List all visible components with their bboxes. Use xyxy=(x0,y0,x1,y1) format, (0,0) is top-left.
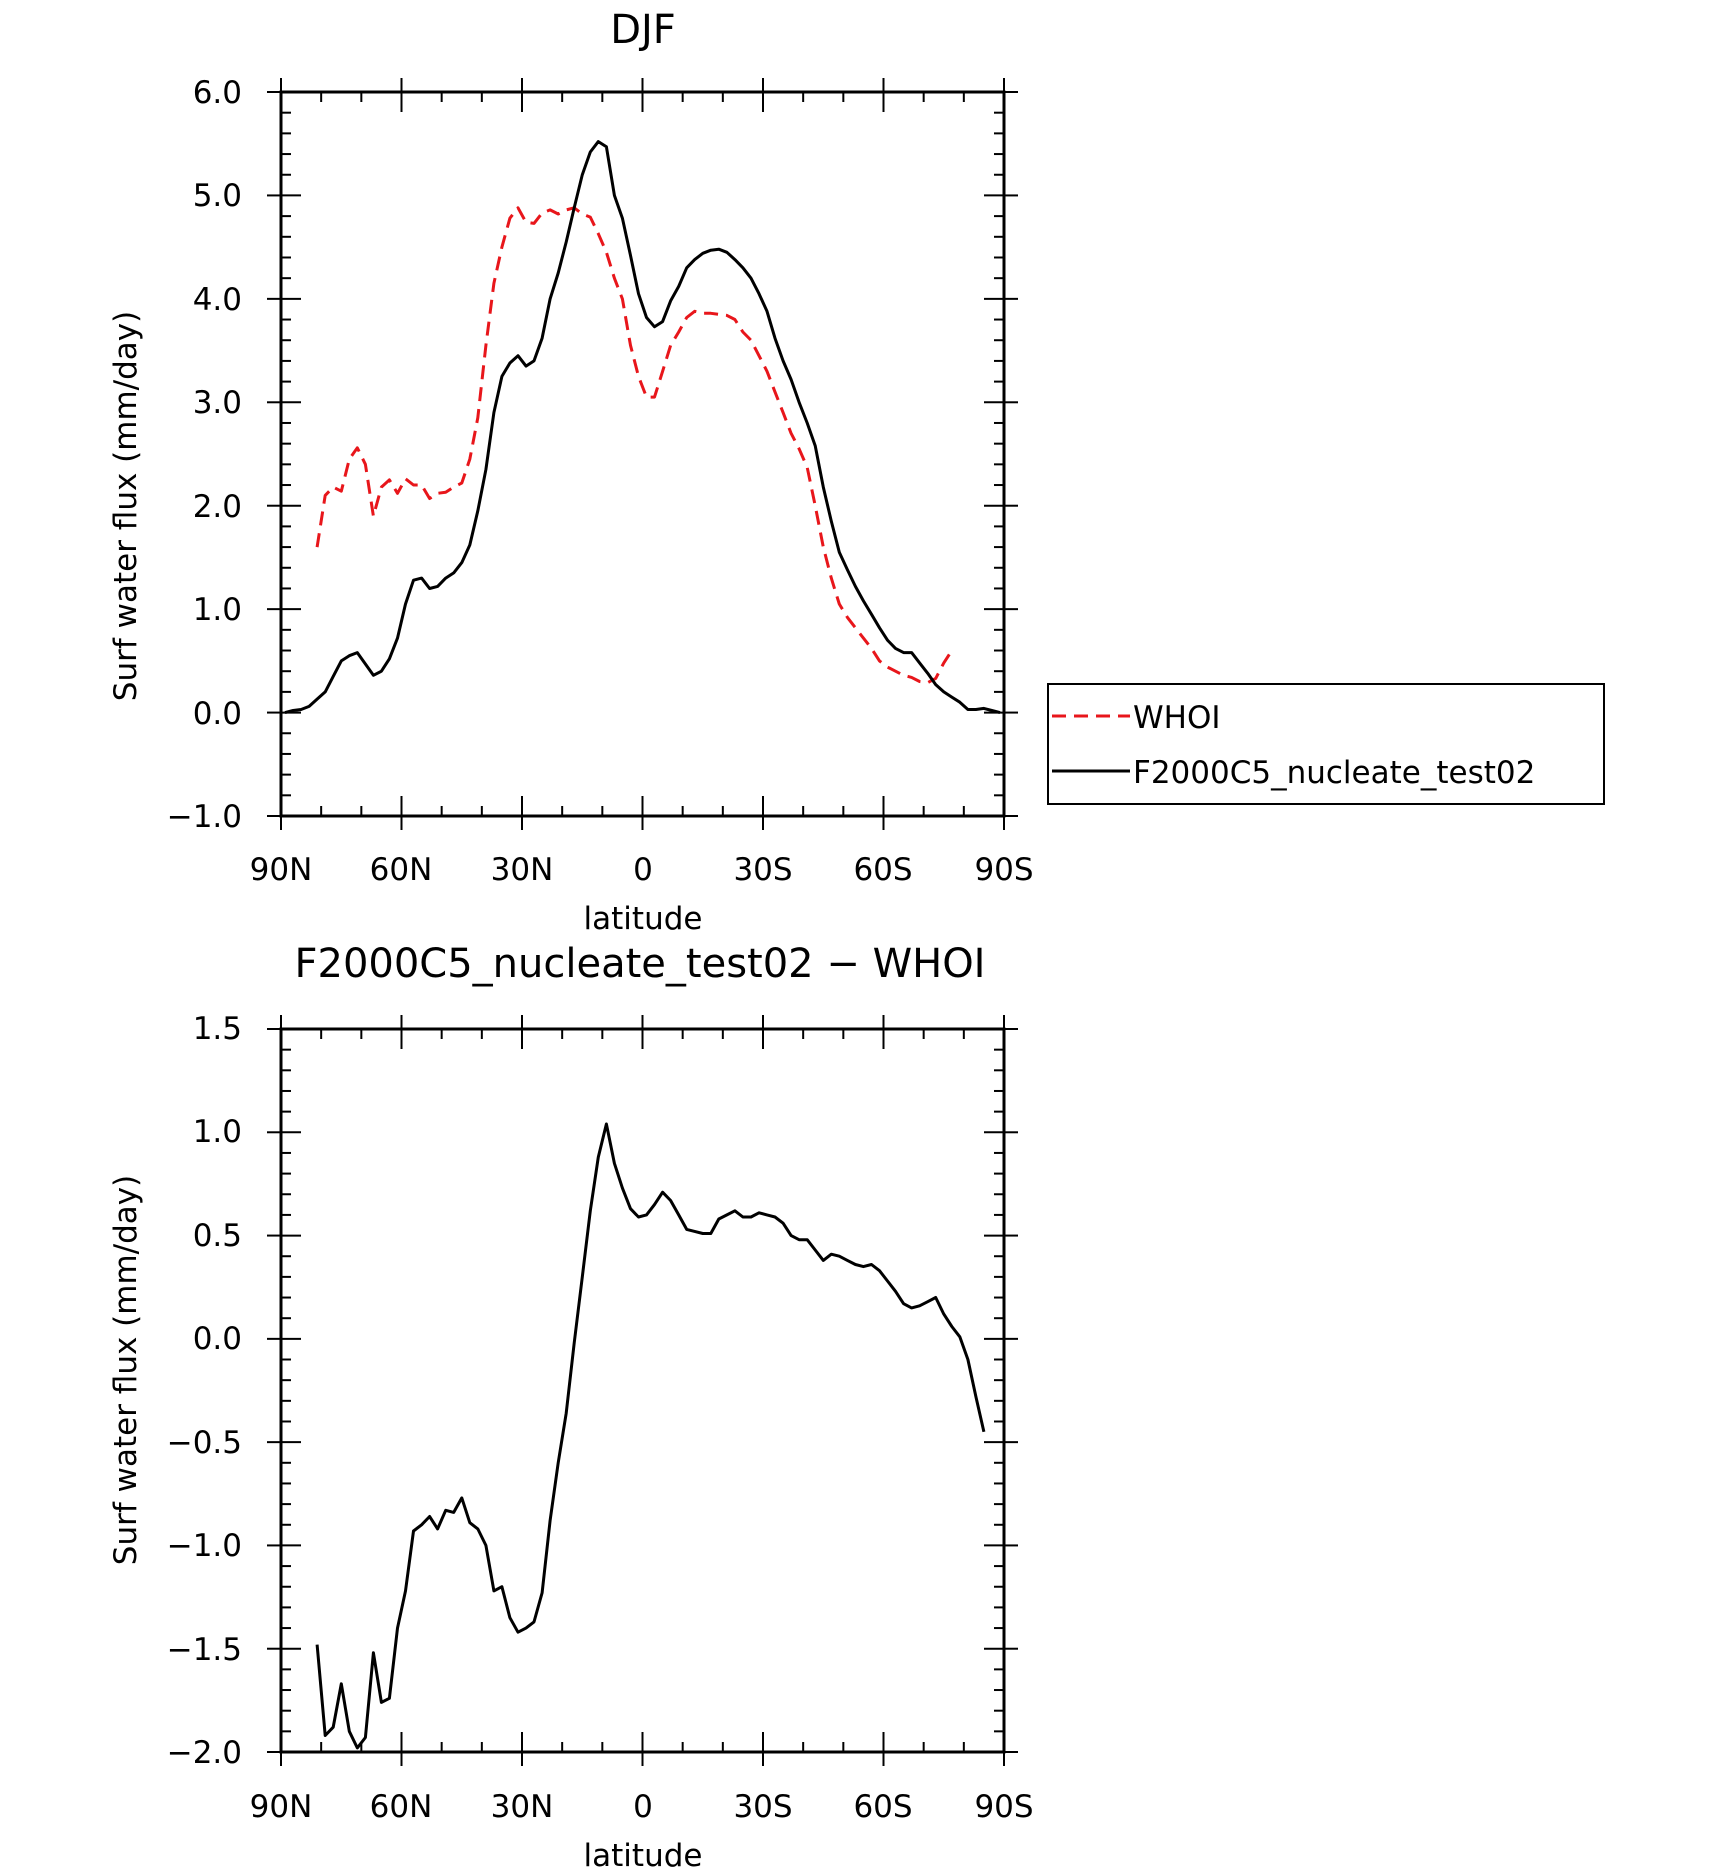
bottom-panel-y-tick-labels: −2.0 −1.5 −1.0 −0.5 0.0 0.5 1.0 1.5 xyxy=(167,1011,242,1771)
top-x-tick-label: 0 xyxy=(633,852,653,888)
bottom-y-tick-label: 0.5 xyxy=(193,1218,242,1254)
bottom-y-tick-label: 1.5 xyxy=(193,1011,242,1047)
bottom-x-tick-label: 0 xyxy=(633,1789,653,1825)
bottom-x-tick-label: 30S xyxy=(733,1789,792,1825)
top-panel: DJF 90N 60N 30N 0 30S 60S 90S −1.0 0.0 1… xyxy=(108,7,1034,937)
top-y-tick-label: 5.0 xyxy=(193,178,242,214)
bottom-x-tick-label: 60S xyxy=(853,1789,912,1825)
series-line-difference xyxy=(315,1122,986,1750)
top-panel-y-tick-labels: −1.0 0.0 1.0 2.0 3.0 4.0 5.0 6.0 xyxy=(167,75,242,835)
bottom-x-tick-label: 90N xyxy=(250,1789,313,1825)
top-panel-x-tick-labels: 90N 60N 30N 0 30S 60S 90S xyxy=(250,852,1034,888)
top-y-axis-label: Surf water flux (mm/day) xyxy=(108,311,144,701)
bottom-y-tick-label: −1.5 xyxy=(167,1632,242,1668)
bottom-y-axis-label: Surf water flux (mm/day) xyxy=(108,1175,144,1565)
bottom-x-tick-label: 30N xyxy=(491,1789,554,1825)
legend-box xyxy=(1047,683,1605,805)
top-y-tick-label: 6.0 xyxy=(193,75,242,111)
top-x-tick-label: 60N xyxy=(370,852,433,888)
bottom-x-tick-label: 90S xyxy=(974,1789,1033,1825)
bottom-y-tick-label: 0.0 xyxy=(193,1321,242,1357)
top-y-tick-label: 3.0 xyxy=(193,385,242,421)
bottom-y-tick-label: −0.5 xyxy=(167,1425,242,1461)
top-y-tick-label: 1.0 xyxy=(193,592,242,628)
top-y-tick-label: 4.0 xyxy=(193,282,242,318)
series-line-f2000c5_nucleate_test02 xyxy=(284,140,1001,715)
top-panel-title: DJF xyxy=(610,7,676,53)
top-x-tick-label: 90N xyxy=(250,852,313,888)
bottom-panel-x-tick-labels: 90N 60N 30N 0 30S 60S 90S xyxy=(250,1789,1034,1825)
top-x-tick-label: 60S xyxy=(853,852,912,888)
top-x-tick-label: 90S xyxy=(974,852,1033,888)
series-line-whoi xyxy=(315,206,954,685)
top-x-tick-label: 30N xyxy=(491,852,554,888)
bottom-y-tick-label: −1.0 xyxy=(167,1528,242,1564)
legend-label-whoi: WHOI xyxy=(1133,700,1221,736)
top-x-tick-label: 30S xyxy=(733,852,792,888)
top-y-tick-label: 2.0 xyxy=(193,489,242,525)
bottom-panel-title: F2000C5_nucleate_test02 − WHOI xyxy=(295,941,986,987)
bottom-y-tick-label: −2.0 xyxy=(167,1735,242,1771)
bottom-x-axis-label: latitude xyxy=(584,1838,703,1872)
top-y-tick-label: 0.0 xyxy=(193,696,242,732)
bottom-x-tick-label: 60N xyxy=(370,1789,433,1825)
top-y-tick-label: −1.0 xyxy=(167,799,242,835)
bottom-panel: F2000C5_nucleate_test02 − WHOI 90N 60N 3… xyxy=(108,941,1034,1872)
legend-label-model: F2000C5_nucleate_test02 xyxy=(1133,755,1535,791)
bottom-y-tick-label: 1.0 xyxy=(193,1114,242,1150)
top-x-axis-label: latitude xyxy=(584,901,703,937)
legend: WHOI F2000C5_nucleate_test02 xyxy=(1047,683,1605,805)
